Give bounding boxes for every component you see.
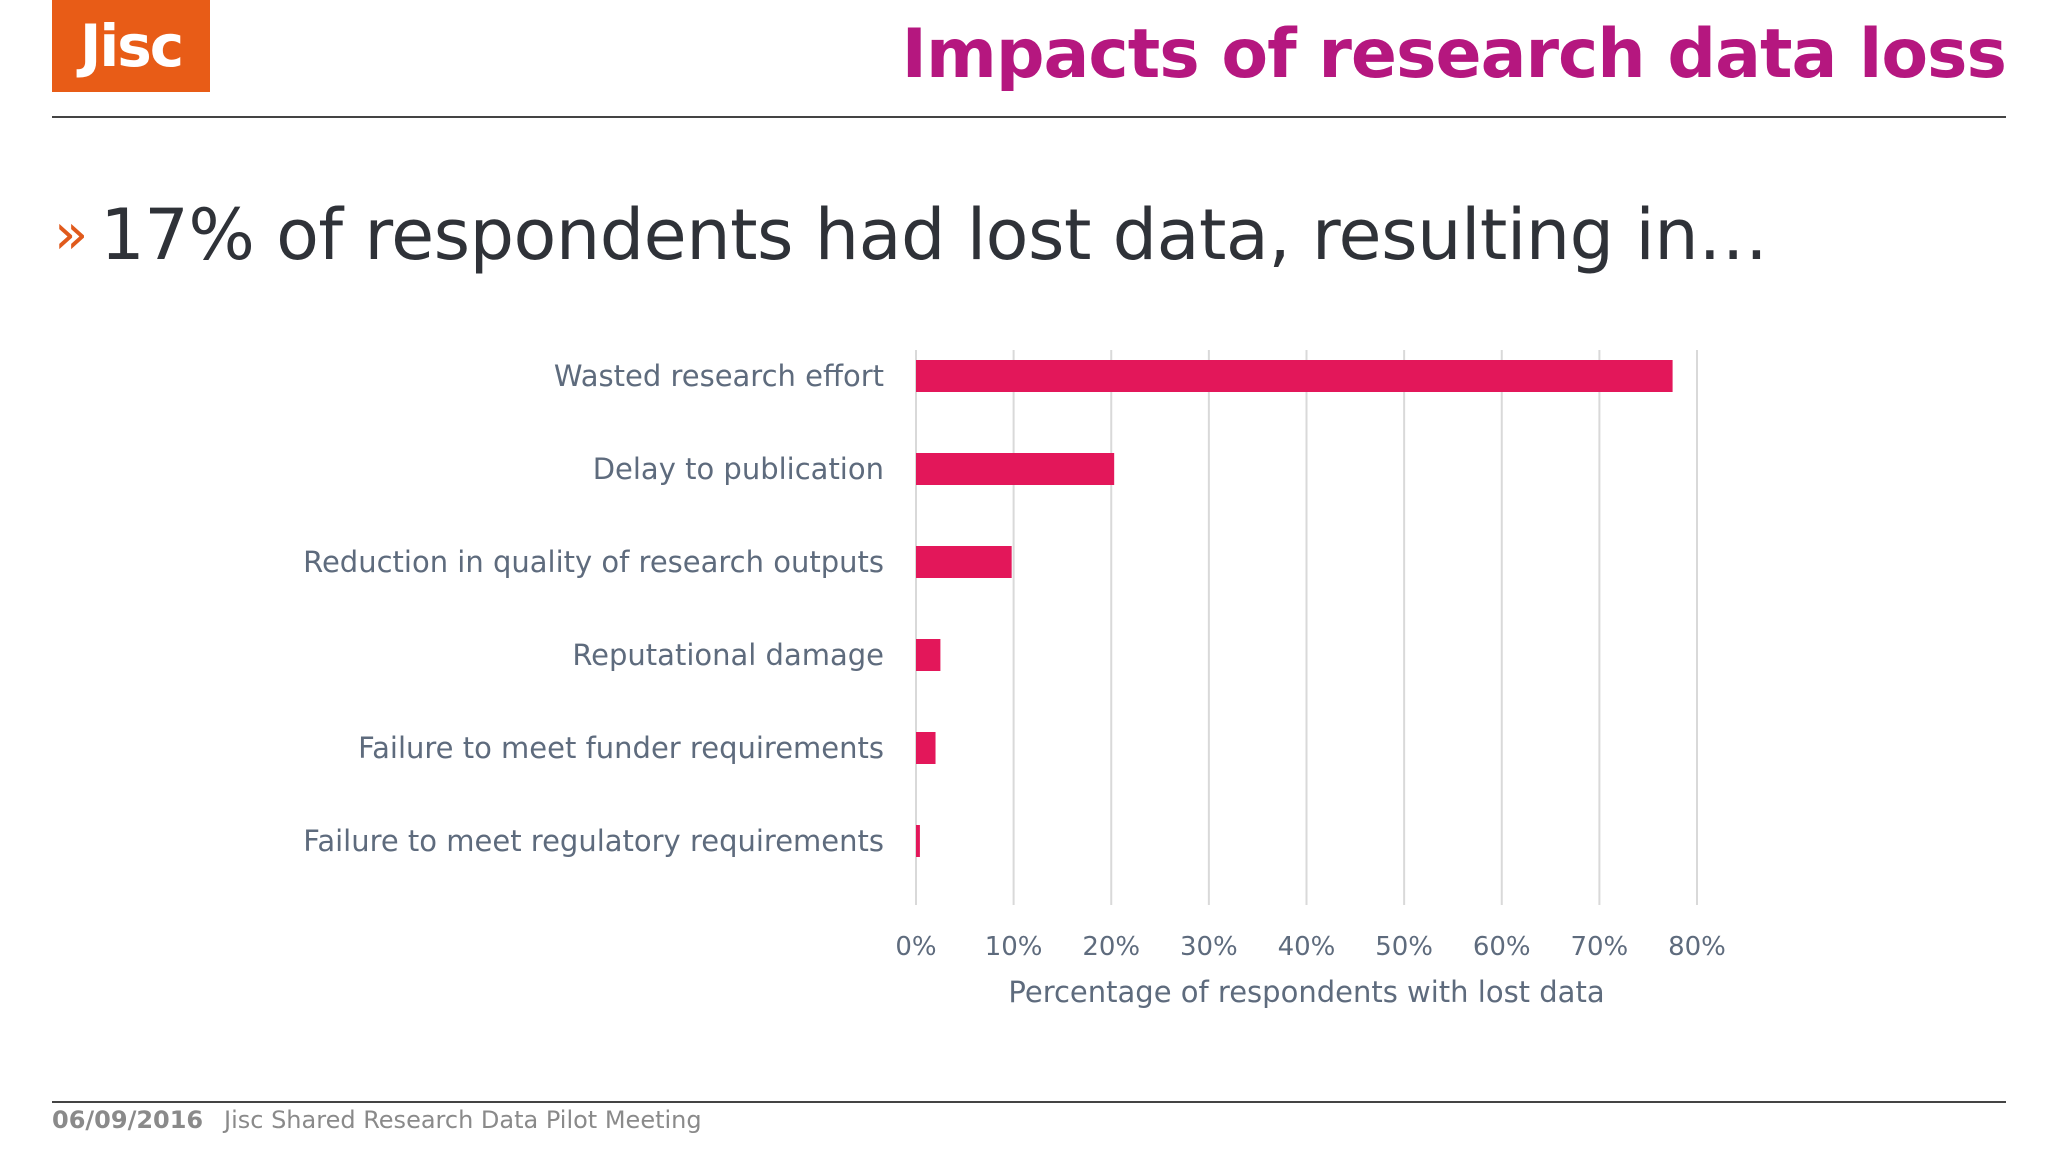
chart-category-labels: Wasted research effort Delay to publicati… bbox=[303, 359, 884, 858]
category-label: Reputational damage bbox=[572, 638, 884, 672]
slide-title: Impacts of research data loss bbox=[901, 15, 2007, 94]
x-tick-label: 10% bbox=[985, 932, 1043, 962]
header-divider bbox=[52, 116, 2006, 118]
bar bbox=[916, 732, 936, 764]
bar bbox=[916, 546, 1012, 578]
x-tick-label: 50% bbox=[1375, 932, 1433, 962]
x-tick-label: 40% bbox=[1278, 932, 1336, 962]
x-tick-label: 60% bbox=[1473, 932, 1531, 962]
footer-divider bbox=[52, 1101, 2006, 1103]
chart-gridlines bbox=[915, 350, 1698, 905]
x-tick-label: 20% bbox=[1082, 932, 1140, 962]
category-label: Failure to meet regulatory requirements bbox=[303, 824, 884, 858]
category-label: Delay to publication bbox=[593, 452, 884, 486]
bar bbox=[916, 825, 920, 857]
bar bbox=[916, 639, 941, 671]
x-tick-label: 80% bbox=[1668, 932, 1726, 962]
bar bbox=[916, 360, 1673, 392]
chart-x-tick-labels: 0% 10% 20% 30% 40% 50% 60% 70% 80% bbox=[895, 932, 1726, 962]
x-tick-label: 0% bbox=[895, 932, 936, 962]
jisc-logo: Jisc bbox=[52, 0, 210, 92]
category-label: Failure to meet funder requirements bbox=[358, 731, 884, 765]
x-tick-label: 70% bbox=[1570, 932, 1628, 962]
footer-meeting-name: Jisc Shared Research Data Pilot Meeting bbox=[224, 1106, 702, 1134]
category-label: Reduction in quality of research outputs bbox=[303, 545, 884, 579]
x-tick-label: 30% bbox=[1180, 932, 1238, 962]
headline: » 17% of respondents had lost data, resu… bbox=[54, 200, 1768, 270]
footer-date: 06/09/2016 bbox=[52, 1106, 204, 1134]
headline-text: 17% of respondents had lost data, result… bbox=[100, 194, 1768, 276]
category-label: Wasted research effort bbox=[554, 359, 884, 393]
bar bbox=[916, 453, 1115, 485]
x-axis-label: Percentage of respondents with lost data bbox=[1008, 975, 1604, 1009]
chevron-bullet-icon: » bbox=[54, 202, 89, 267]
chart-bars bbox=[916, 360, 1673, 857]
